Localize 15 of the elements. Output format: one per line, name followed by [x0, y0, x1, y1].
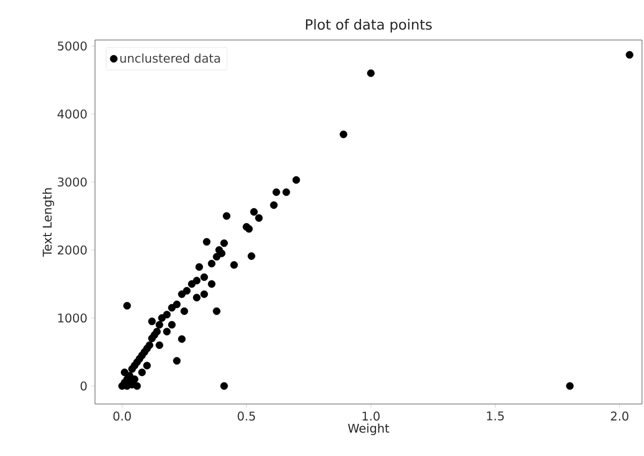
x-tick-label: 1.0 — [362, 412, 380, 421]
y-axis-title: Text Length — [42, 188, 54, 257]
x-tick-label: 2.0 — [610, 412, 628, 421]
y-tick-label: 2000 — [58, 245, 87, 255]
x-tick-label: 0.5 — [238, 412, 255, 421]
y-tick-label: 4000 — [58, 109, 87, 119]
x-axis-title: Weight — [348, 423, 390, 436]
y-tick-label: 1000 — [58, 313, 87, 323]
x-tick-label: 1.5 — [487, 412, 504, 420]
y-tick-label: 5000 — [58, 41, 87, 51]
chart-title: Plot of data points — [306, 18, 432, 32]
y-tick-label: 0 — [80, 381, 87, 391]
x-tick-label: 0.0 — [113, 412, 131, 421]
y-tick-label: 3000 — [58, 177, 87, 187]
legend-label: unclustered data — [120, 53, 220, 63]
